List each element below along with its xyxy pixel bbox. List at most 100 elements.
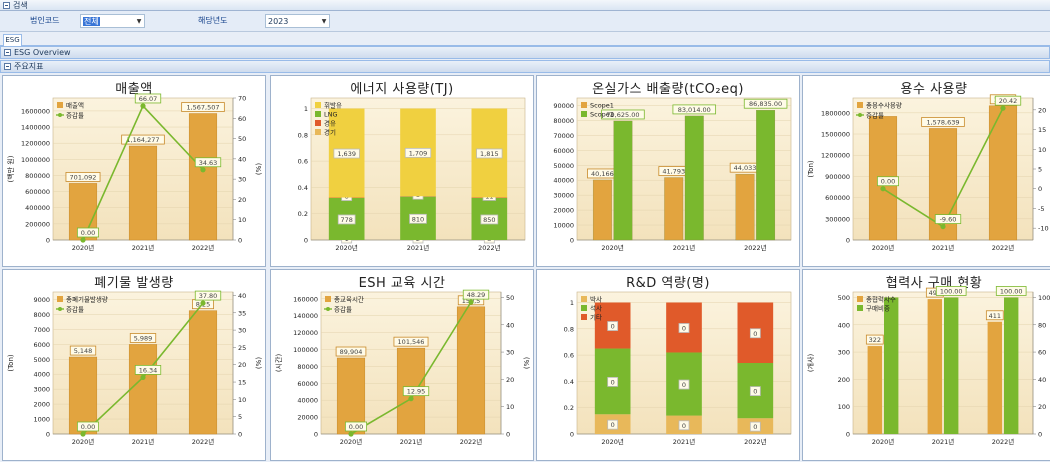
search-panel-header[interactable]: 검색: [0, 0, 1050, 11]
y-tick-label: 400000: [25, 204, 50, 212]
corp-code-select[interactable]: 전체 ▼: [80, 14, 145, 28]
x-tick-label: 2020년: [72, 437, 95, 446]
y-tick-label: 120000: [293, 329, 318, 337]
legend-label: 매출액: [66, 101, 84, 110]
y-tick-label: 1400000: [21, 124, 50, 132]
y2-tick-label: 15: [238, 379, 246, 387]
y-tick-label: 100: [838, 403, 850, 411]
chevron-down-icon[interactable]: ▼: [319, 18, 329, 25]
stack-data-label: 0: [753, 423, 757, 431]
y-tick-label: 160000: [293, 295, 318, 303]
legend-label: 증감률: [66, 112, 84, 120]
y-tick-label: 0: [570, 431, 574, 439]
bar-data-label: 411: [989, 312, 1001, 320]
y-tick-label: 60000: [553, 147, 574, 155]
y-tick-label: 1500000: [821, 131, 850, 139]
legend-label: 기타: [590, 313, 602, 322]
y2-tick-label: 10: [1038, 146, 1046, 154]
legend-swatch: [315, 120, 321, 126]
expand-icon[interactable]: [4, 63, 11, 70]
y-tick-label: 1: [304, 105, 308, 113]
y-tick-label: 300000: [825, 215, 850, 223]
x-tick-label: 2022년: [744, 437, 767, 446]
y2-tick-label: 5: [238, 413, 242, 421]
y2-tick-label: 0: [238, 431, 242, 439]
legend-swatch: [857, 296, 863, 302]
line-data-label: 48.29: [467, 291, 486, 299]
line-point: [200, 300, 205, 305]
y-tick-label: 60000: [297, 380, 318, 388]
tab-esg[interactable]: ESG: [3, 34, 22, 46]
corp-code-value: 전체: [83, 17, 100, 26]
y2-tick-label: 20: [1038, 403, 1046, 411]
stack-data-label: 1,709: [409, 149, 428, 157]
bar-data-label: 100.00: [1000, 287, 1023, 295]
x-tick-label: 2021년: [673, 437, 696, 446]
x-tick-label: 2021년: [407, 243, 430, 252]
bar: [1004, 297, 1018, 434]
search-bar: 법인코드 전체 ▼ 해당년도 2023 ▼: [0, 11, 1050, 32]
year-select[interactable]: 2023 ▼: [265, 14, 330, 28]
y-tick-label: 7000: [33, 326, 50, 334]
bar-data-label: 1,567,507: [186, 104, 219, 112]
legend-label: 휘발유: [324, 101, 342, 110]
search-panel-title: 검색: [13, 0, 28, 11]
y-tick-label: 900000: [825, 173, 850, 181]
stack-data-label: 778: [340, 216, 352, 224]
chevron-down-icon[interactable]: ▼: [134, 18, 144, 25]
y-tick-label: 0: [46, 431, 50, 439]
section-kpi-label: 주요지표: [14, 61, 43, 72]
y-tick-label: 0.8: [298, 131, 308, 139]
expand-icon[interactable]: [4, 49, 11, 56]
y-tick-label: 800000: [25, 172, 50, 180]
line-data-label: 34.63: [199, 159, 218, 167]
bar: [928, 299, 942, 434]
line-point: [468, 300, 473, 305]
line-data-label: 16.34: [139, 366, 158, 374]
stack-data-label: 850: [483, 216, 495, 224]
y-tick-label: 0: [304, 237, 308, 245]
x-tick-label: 2021년: [132, 243, 155, 252]
x-tick-label: 2022년: [992, 243, 1015, 252]
y-axis-label: (시간): [274, 354, 283, 373]
chart-svg-partner: 0100200300400500(개사)020406080100(%)2020년…: [803, 270, 1050, 462]
y-tick-label: 0.4: [564, 378, 574, 386]
y-tick-label: 30000: [553, 192, 574, 200]
line-data-label: 37.80: [199, 292, 218, 300]
section-esg-overview[interactable]: ESG Overview: [0, 46, 1050, 59]
section-kpi[interactable]: 주요지표: [0, 60, 1050, 73]
y-tick-label: 140000: [293, 312, 318, 320]
line-point: [348, 431, 353, 436]
legend-label: 총교육시간: [334, 295, 364, 304]
x-tick-label: 2022년: [192, 437, 215, 446]
x-tick-label: 2020년: [601, 243, 624, 252]
collapse-icon[interactable]: [3, 2, 10, 9]
corp-code-label: 법인코드: [30, 15, 59, 26]
y2-tick-label: 80: [1038, 321, 1046, 329]
y-tick-label: 200000: [25, 220, 50, 228]
y-tick-label: 0: [46, 237, 50, 245]
line-point: [80, 237, 85, 242]
y-tick-label: 20000: [553, 207, 574, 215]
x-tick-label: 2020년: [335, 243, 358, 252]
chart-svg-esh: 0200004000060000800001000001200001400001…: [271, 270, 535, 462]
y2-tick-label: 0: [238, 237, 242, 245]
y-tick-label: 9000: [33, 296, 50, 304]
line-point: [140, 103, 145, 108]
line-data-label: 20.42: [999, 97, 1018, 105]
bar-data-label: 86,835.00: [749, 100, 782, 108]
y2-tick-label: 0: [1038, 185, 1042, 193]
line-point: [1000, 106, 1005, 111]
line-point: [140, 375, 145, 380]
x-tick-label: 2021년: [932, 243, 955, 252]
y-tick-label: 90000: [553, 102, 574, 110]
x-tick-label: 2021년: [673, 243, 696, 252]
bar: [614, 121, 633, 240]
bar: [129, 146, 157, 240]
